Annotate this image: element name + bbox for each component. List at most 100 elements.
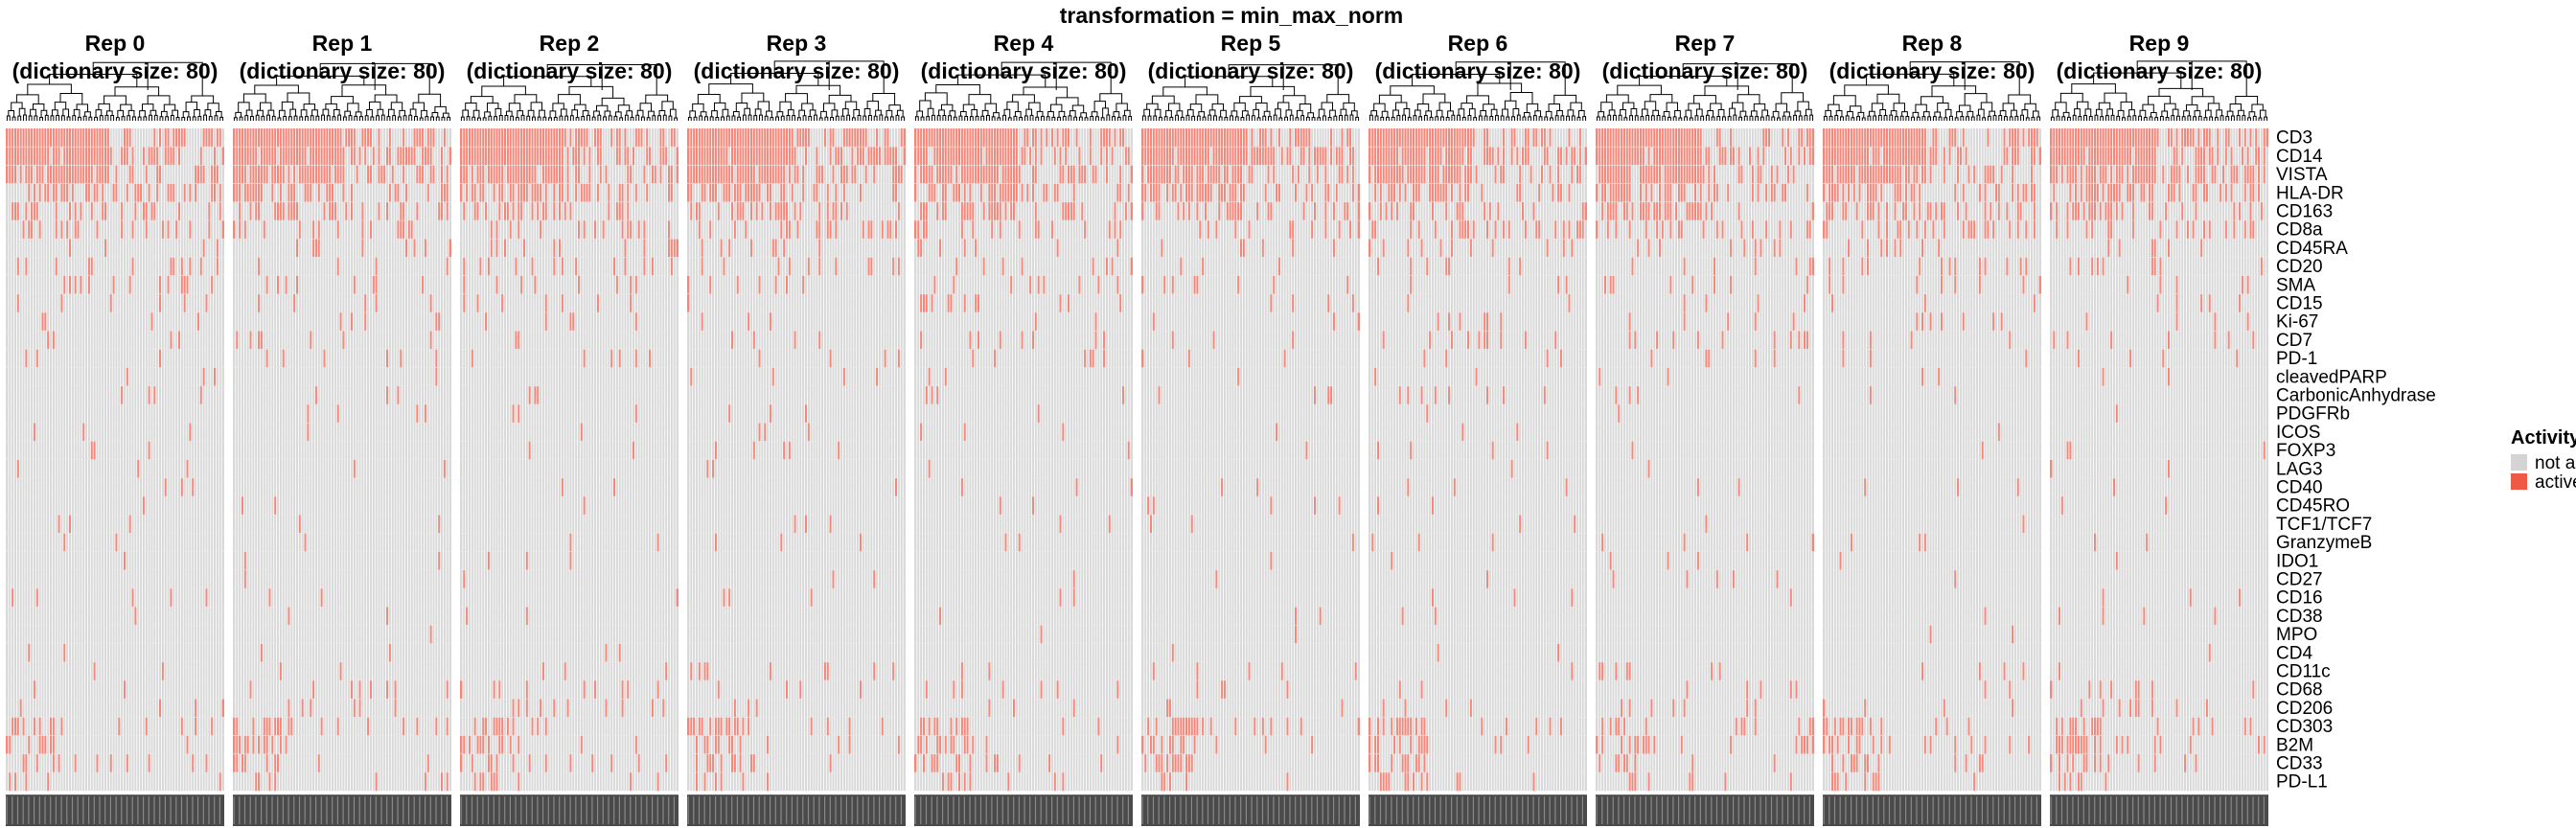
active-cell (656, 533, 660, 552)
active-cell (720, 772, 724, 792)
dendrogram-branch (1668, 116, 1671, 121)
column-label-stroke (1322, 796, 1323, 824)
active-cell (1406, 293, 1410, 312)
active-cell (1745, 680, 1749, 700)
active-cell (500, 128, 504, 148)
dendrogram-branch (137, 116, 142, 121)
dendrogram-branch (1278, 117, 1283, 121)
active-cell (289, 183, 293, 202)
active-cell (1182, 735, 1185, 754)
dendrogram-branch (2020, 114, 2024, 121)
active-cell (241, 165, 244, 184)
active-cell (254, 128, 258, 148)
active-cell (777, 128, 780, 148)
dendrogram-branch (1251, 115, 1255, 121)
active-cell (993, 753, 997, 772)
dendrogram-branch (1339, 115, 1343, 121)
active-cell (1294, 607, 1298, 626)
active-cell (1631, 201, 1634, 220)
active-cell (385, 607, 389, 626)
dendrogram-branch (641, 116, 645, 121)
active-cell (243, 220, 247, 240)
dendrogram-branch (60, 115, 65, 121)
active-cell (645, 183, 649, 202)
column-label-stroke (386, 796, 388, 824)
active-cell (55, 183, 58, 202)
column-label-stroke (1327, 796, 1329, 824)
active-cell (282, 349, 286, 368)
active-cell (509, 165, 513, 184)
active-cell (304, 165, 307, 184)
column-label-stroke (476, 796, 478, 824)
active-cell (788, 147, 792, 166)
active-cell (919, 717, 923, 736)
active-cell (960, 165, 964, 184)
column-label-stroke (1127, 796, 1129, 824)
active-cell (1655, 331, 1659, 350)
active-cell (1510, 128, 1514, 148)
dendrogram-branch (2008, 94, 2032, 104)
active-cell (1201, 165, 1205, 184)
panel-rep-7: Rep 7(dictionary size: 80) (1596, 31, 1814, 826)
active-cell (1636, 147, 1640, 166)
active-cell (977, 128, 980, 148)
dendrogram-branch (1526, 103, 1539, 113)
active-cell (1116, 735, 1119, 754)
active-cell (1179, 735, 1183, 754)
active-cell (1491, 147, 1495, 166)
dendrogram-branch (1326, 94, 1350, 104)
active-cell (982, 165, 986, 184)
active-cell (817, 239, 821, 258)
active-cell (1568, 128, 1571, 148)
active-cell (1229, 183, 1232, 202)
dendrogram-branch (780, 115, 785, 121)
active-cell (495, 772, 498, 792)
active-cell (1836, 128, 1840, 148)
active-cell (1483, 128, 1486, 148)
active-cell (1441, 183, 1445, 202)
active-cell (596, 147, 600, 166)
column-label-stroke (1078, 796, 1080, 824)
active-cell (334, 201, 337, 220)
active-cell (1559, 717, 1563, 736)
active-cell (1705, 147, 1708, 166)
active-cell (1652, 165, 1656, 184)
column-label-stroke (255, 796, 257, 824)
active-cell (478, 147, 482, 166)
active-cell (605, 699, 608, 718)
column-label-stroke (1180, 796, 1182, 824)
active-cell (979, 183, 983, 202)
active-cell (605, 643, 608, 662)
active-cell (180, 717, 184, 736)
active-cell (1710, 201, 1714, 220)
dendrogram-branch (975, 115, 979, 121)
active-cell (525, 128, 529, 148)
active-cell (6, 735, 9, 754)
active-cell (55, 201, 58, 220)
active-cell (320, 147, 324, 166)
active-cell (1614, 128, 1618, 148)
active-cell (1012, 128, 1016, 148)
active-cell (1196, 128, 1199, 148)
active-cell (832, 569, 835, 588)
active-cell (1414, 165, 1418, 184)
active-cell (288, 717, 290, 736)
dendrogram-branch (674, 117, 678, 121)
dendrogram-branch (1977, 108, 1985, 118)
active-cell (16, 128, 20, 148)
active-cell (1037, 275, 1041, 294)
active-cell (580, 735, 584, 754)
active-cell (1696, 201, 1700, 220)
column-label-stroke (1152, 796, 1155, 824)
active-cell (1702, 220, 1705, 240)
active-cell (867, 147, 870, 166)
active-cell (339, 661, 342, 680)
active-cell (1773, 183, 1777, 202)
active-cell (276, 717, 280, 736)
dendrogram-branch (823, 103, 836, 112)
dendrogram-branch (635, 114, 640, 121)
active-cell (1614, 385, 1618, 404)
column-label-stroke (304, 796, 306, 824)
active-cell (517, 128, 520, 148)
active-cell (758, 349, 761, 368)
